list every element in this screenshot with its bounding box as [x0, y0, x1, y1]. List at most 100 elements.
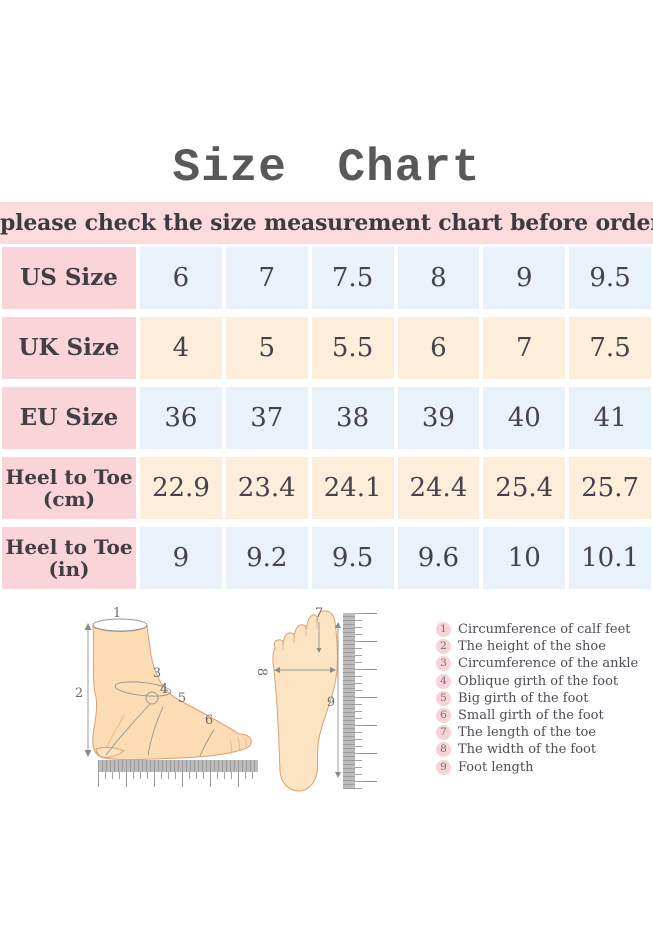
size-cell: 9.2: [225, 527, 308, 589]
row-header-us-size: US Size: [2, 247, 136, 309]
marker-7: 7: [315, 606, 323, 621]
horizontal-ruler-icon: [98, 760, 258, 772]
legend-number-badge: 2: [436, 639, 451, 655]
legend-text: The length of the toe: [458, 725, 597, 741]
foot-sole-view-diagram: 7 8 9: [254, 606, 341, 792]
toe-separator-lines: [282, 622, 318, 650]
size-cell: 41: [569, 387, 651, 449]
size-cell: 9.6: [397, 527, 480, 589]
notice-banner: please check the size measurement chart …: [0, 202, 653, 244]
marker-1: 1: [113, 606, 121, 621]
size-cell: 6: [397, 317, 480, 379]
legend-item: 6 Small girth of the foot: [436, 707, 638, 724]
legend-number-badge: 9: [436, 759, 451, 775]
vertical-ruler-ticks-icon: [355, 613, 377, 789]
oblique-girth-loop: [145, 691, 159, 705]
arrowhead-right: [330, 667, 336, 673]
row-header-label: EU Size: [19, 404, 119, 432]
foot-side-view-diagram: 1 2 3 4 5 6: [75, 606, 252, 761]
marker-8: 8: [254, 668, 269, 676]
row-header-label: UK Size: [18, 334, 120, 362]
size-cell: 25.7: [569, 457, 651, 519]
arrowhead-down: [84, 750, 92, 757]
size-cell: 4: [140, 317, 222, 379]
legend-text: The height of the shoe: [458, 639, 606, 655]
legend-item: 4 Oblique girth of the foot: [436, 673, 638, 690]
oblique-girth-line: [105, 703, 151, 756]
arrowhead-left: [274, 667, 280, 673]
measurement-legend: 1 Circumference of calf feet 2 The heigh…: [436, 621, 638, 776]
row-header-heel-to-toe-cm: Heel to Toe (cm): [2, 457, 136, 519]
size-cell: 23.4: [225, 457, 308, 519]
measurement-figures: 1 2 3 4 5 6 7 8 9 1 Circumference of cal…: [0, 597, 653, 822]
row-header-heel-to-toe-in: Heel to Toe (in): [2, 527, 136, 589]
marker-2: 2: [75, 686, 83, 701]
legend-text: The width of the foot: [458, 742, 597, 758]
row-header-uk-size: UK Size: [2, 317, 136, 379]
size-cell: 39: [397, 387, 480, 449]
horizontal-ruler-ticks-icon: [98, 772, 258, 787]
marker-5: 5: [178, 691, 186, 706]
size-cell: 7.5: [311, 247, 394, 309]
legend-item: 3 Circumference of the ankle: [436, 655, 638, 672]
foot-sole-outline: [272, 610, 338, 792]
legend-item: 5 Big girth of the foot: [436, 690, 638, 707]
row-header-label: US Size: [20, 264, 118, 292]
size-cell: 9.5: [311, 527, 394, 589]
foot-side-outline: [92, 624, 252, 761]
legend-number-badge: 7: [436, 725, 451, 741]
heel-pad: [95, 746, 126, 758]
size-cell: 9.5: [569, 247, 651, 309]
legend-item: 2 The height of the shoe: [436, 638, 638, 655]
legend-number-badge: 5: [436, 690, 451, 706]
legend-text: Oblique girth of the foot: [458, 673, 619, 689]
marker-3: 3: [153, 666, 161, 681]
big-girth-line: [147, 706, 164, 756]
legend-number-badge: 6: [436, 708, 451, 724]
marker-6: 6: [205, 713, 213, 728]
size-cell: 7: [225, 247, 308, 309]
size-cell: 10.1: [569, 527, 651, 589]
size-cell: 38: [311, 387, 394, 449]
legend-item: 9 Foot length: [436, 759, 638, 776]
size-table: US Size 6 7 7.5 8 9 9.5 UK Size 4 5 5.5 …: [2, 247, 651, 589]
arrowhead-down: [316, 648, 322, 653]
size-cell: 24.4: [397, 457, 480, 519]
legend-text: Big girth of the foot: [458, 690, 589, 706]
size-cell: 8: [397, 247, 480, 309]
size-cell: 25.4: [483, 457, 566, 519]
arrowhead-up: [335, 622, 341, 628]
small-girth-line: [199, 729, 215, 757]
size-cell: 22.9: [140, 457, 222, 519]
legend-text: Foot length: [458, 759, 534, 775]
row-header-unit: (in): [48, 557, 90, 581]
size-cell: 5.5: [311, 317, 394, 379]
row-header-unit: (cm): [42, 487, 96, 511]
size-cell: 37: [225, 387, 308, 449]
marker-9: 9: [327, 695, 335, 710]
legend-text: Circumference of the ankle: [458, 656, 639, 672]
legend-text: Circumference of calf feet: [458, 622, 631, 638]
row-header-eu-size: EU Size: [2, 387, 136, 449]
legend-number-badge: 3: [436, 656, 451, 672]
page-title: Size Chart: [172, 142, 481, 194]
legend-number-badge: 8: [436, 742, 451, 758]
size-cell: 40: [483, 387, 566, 449]
calf-girth-line: [92, 618, 148, 632]
size-cell: 7.5: [569, 317, 651, 379]
legend-item: 8 The width of the foot: [436, 741, 638, 758]
row-header-label: Heel to Toe: [5, 464, 133, 489]
size-cell: 36: [140, 387, 222, 449]
size-cell: 7: [483, 317, 566, 379]
size-cell: 24.1: [311, 457, 394, 519]
marker-4: 4: [160, 682, 168, 697]
size-cell: 9: [140, 527, 222, 589]
legend-number-badge: 4: [436, 673, 451, 689]
toe-lines: [229, 736, 247, 756]
row-header-label: Heel to Toe: [5, 534, 133, 559]
size-cell: 9: [483, 247, 566, 309]
legend-number-badge: 1: [436, 622, 451, 638]
vertical-ruler-icon: [343, 613, 355, 789]
size-cell: 5: [225, 317, 308, 379]
size-cell: 6: [140, 247, 222, 309]
